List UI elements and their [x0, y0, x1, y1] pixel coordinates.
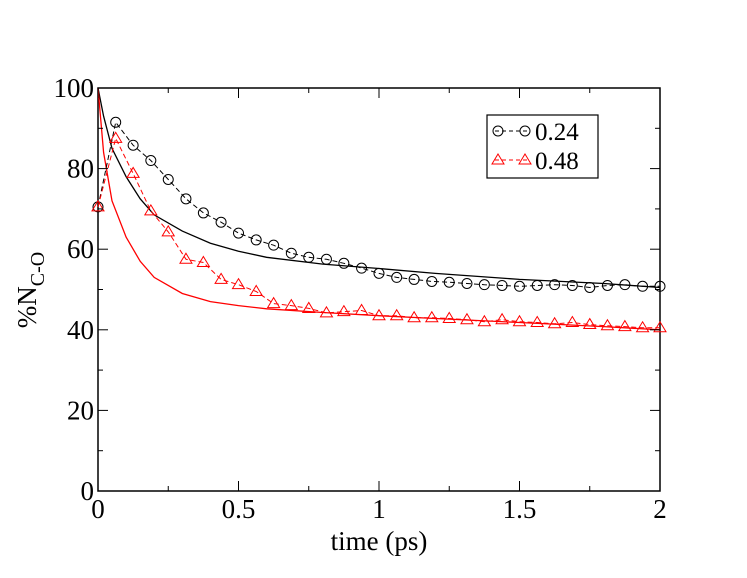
data-point-0.24 [285, 247, 297, 259]
axis-ticks [97, 87, 661, 492]
data-point-0.48 [161, 224, 176, 237]
fit-curve-0 [97, 87, 661, 289]
data-point-0.48 [424, 310, 439, 323]
x-tick-label: 1 [372, 494, 386, 524]
legend-marker-triangle [491, 153, 505, 165]
data-point-0.48 [442, 311, 457, 324]
series-layer [91, 116, 667, 333]
y-tick-label: 80 [67, 154, 94, 184]
data-point-0.24 [426, 275, 438, 287]
data-point-0.24 [549, 279, 561, 291]
data-point-0.24 [162, 173, 174, 185]
y-tick-label: 20 [67, 395, 94, 425]
data-point-0.48 [600, 318, 615, 331]
fit-curves [97, 87, 661, 331]
data-point-0.24 [180, 193, 192, 205]
data-point-0.48 [565, 315, 580, 328]
data-point-0.48 [407, 310, 422, 323]
data-point-0.24 [496, 279, 508, 291]
data-point-0.24 [619, 279, 631, 291]
data-point-0.24 [601, 279, 613, 291]
data-point-0.48 [284, 298, 299, 311]
data-point-0.48 [617, 319, 632, 332]
data-point-0.24 [584, 281, 596, 293]
data-point-0.24 [215, 216, 227, 228]
legend-label-0.48: 0.48 [535, 148, 579, 175]
y-axis-title-sub: C-O [27, 252, 49, 286]
x-tick-label: 1.5 [503, 494, 537, 524]
data-point-0.24 [356, 262, 368, 274]
legend: 0.24 0.48 [486, 114, 599, 179]
data-point-0.24 [461, 277, 473, 289]
fit-curve-1 [97, 87, 661, 331]
data-point-0.24 [514, 280, 525, 292]
y-axis-title-main: %N [12, 286, 42, 328]
data-point-0.48 [196, 255, 211, 267]
svg-text:%NC-O: %NC-O [12, 252, 49, 328]
data-point-0.48 [495, 312, 509, 325]
data-point-0.24 [391, 271, 403, 283]
data-point-0.48 [336, 304, 351, 317]
y-tick-label: 60 [67, 234, 94, 264]
data-point-0.48 [477, 314, 492, 327]
data-point-0.24 [654, 280, 666, 292]
data-point-0.48 [635, 320, 650, 333]
data-point-0.48 [512, 314, 527, 327]
data-point-0.24 [250, 234, 262, 246]
data-point-0.24 [408, 273, 420, 285]
series-line-0.48 [97, 136, 660, 329]
legend-marker-triangle [518, 153, 532, 165]
x-tick-label: 0 [91, 494, 105, 524]
data-point-0.48 [214, 272, 228, 284]
data-point-0.24 [110, 116, 122, 128]
data-point-0.48 [582, 317, 597, 330]
data-point-0.48 [143, 203, 158, 216]
y-axis-title: %NC-O [12, 252, 49, 328]
data-point-0.48 [547, 316, 562, 329]
data-point-0.24 [268, 239, 280, 251]
x-tick-label: 2 [653, 494, 667, 524]
data-point-0.24 [443, 276, 455, 288]
data-point-0.48 [231, 277, 246, 290]
data-point-0.24 [127, 139, 139, 151]
data-point-0.48 [91, 199, 105, 212]
data-point-0.24 [197, 207, 209, 219]
data-point-0.48 [108, 131, 123, 143]
data-point-0.48 [530, 315, 545, 328]
data-point-0.48 [266, 296, 281, 309]
data-point-0.48 [460, 312, 474, 325]
data-point-0.48 [249, 284, 264, 297]
data-point-0.48 [653, 320, 667, 333]
data-point-0.24 [478, 279, 490, 291]
data-point-0.24 [373, 267, 385, 279]
legend-marker-circle [492, 125, 504, 137]
legend-marker-circle [519, 125, 531, 137]
data-point-0.24 [145, 155, 157, 167]
data-point-0.48 [389, 308, 404, 321]
data-point-0.24 [320, 253, 332, 265]
data-point-0.24 [637, 280, 649, 292]
data-point-0.24 [338, 257, 350, 269]
x-tick-label: 0.5 [222, 494, 256, 524]
data-point-0.48 [319, 305, 334, 318]
y-tick-label: 0 [81, 476, 95, 506]
data-point-0.24 [531, 279, 543, 291]
y-tick-label: 100 [54, 73, 95, 103]
data-point-0.48 [301, 301, 316, 313]
x-axis-title: time (ps) [331, 526, 428, 556]
y-tick-label: 40 [67, 315, 94, 345]
data-point-0.48 [372, 308, 386, 321]
data-point-0.24 [233, 227, 244, 239]
data-point-0.24 [303, 251, 315, 263]
data-point-0.24 [566, 279, 578, 291]
data-point-0.48 [126, 166, 141, 178]
data-point-0.48 [354, 303, 369, 315]
series-line-0.24 [97, 121, 660, 289]
data-point-0.24 [92, 201, 104, 213]
legend-box [486, 114, 599, 179]
legend-label-0.24: 0.24 [535, 119, 579, 146]
data-point-0.48 [179, 252, 193, 264]
